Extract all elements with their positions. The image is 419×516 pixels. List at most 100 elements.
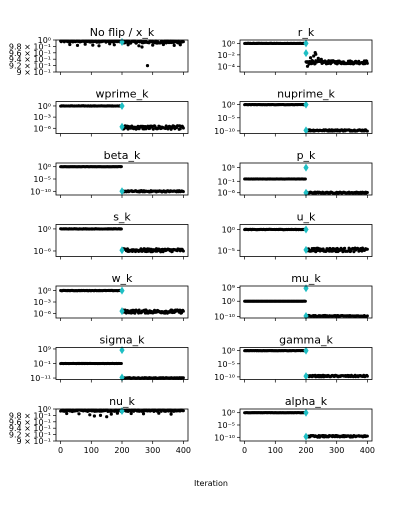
data-point-outlier [97,44,101,48]
data-point-outlier [109,412,113,416]
x-tick-label: 100 [84,446,99,455]
y-tick-label: 10⁻¹⁰ [30,187,51,196]
data-points [59,165,185,194]
data-point-phase1 [119,362,123,365]
x-tick-label: 100 [268,446,283,455]
y-tick-label: 10⁻¹⁰ [214,373,235,382]
transition-marker [303,39,309,48]
y-tick-label: 9.6 × 10⁻¹ [9,49,51,58]
x-tick-label: 0 [58,446,63,455]
transition-marker [303,163,309,172]
data-point-phase2 [181,376,185,380]
data-point-outlier [305,64,310,68]
data-point-outlier [151,43,155,47]
data-point-outlier [314,52,318,56]
data-point-phase2 [151,127,155,131]
data-point-outlier [157,411,161,415]
subplot-nuprime-k: nuprime_k 10⁰ 10⁻⁵ 10⁻¹⁰ [214,88,373,137]
y-tick-label: 10⁰ [38,225,51,234]
transition-marker [119,407,125,415]
y-tick-label: 10⁻⁵ [217,360,235,369]
data-point-outlier [319,57,323,62]
y-tick-label: 9.8 × 10⁻¹ [9,42,51,51]
transition-marker [119,246,125,255]
transition-marker [303,225,309,234]
data-point-phase2 [343,246,347,250]
transition-marker [303,432,309,441]
data-point-outlier [126,43,130,47]
y-tick-label: 10⁻³ [33,113,51,122]
data-point-phase2 [321,247,325,251]
y-tick-label: 10⁻¹ [217,177,235,186]
data-point-phase2 [365,191,369,194]
data-point-outlier [88,413,92,417]
transition-marker [303,100,309,109]
y-tick-label: 9.8 × 10⁻¹ [9,411,51,420]
transition-marker [303,408,309,417]
data-points [243,349,369,379]
subplot-title: nu_k [109,395,135,408]
data-point-outlier [65,411,69,416]
data-point-phase2 [365,314,369,318]
transition-marker [303,245,309,254]
transition-marker [303,126,309,135]
data-point-outlier [108,42,112,46]
transition-marker [119,122,125,131]
y-tick-label: 10⁻¹⁰ [214,433,235,442]
y-tick-label: 10⁻⁶ [33,124,51,133]
transition-marker [119,101,125,110]
y-tick-label: 10⁻⁴ [217,62,235,71]
transition-marker [303,284,309,293]
data-point-outlier [105,415,109,419]
y-tick-label: 10⁻¹⁰ [214,127,235,136]
data-point-outlier [75,43,80,48]
subplot-title: s_k [113,211,131,224]
data-point-outlier [92,414,96,418]
y-tick-label: 10⁻⁵ [217,421,235,430]
data-point-phase2 [181,409,185,413]
data-point-phase2 [365,434,369,438]
data-point-phase1 [303,177,307,181]
transition-marker [303,372,309,381]
y-tick-label: 10⁰ [38,287,51,296]
data-point-outlier [112,43,116,47]
transition-marker [119,38,125,46]
subplot-title: u_k [297,211,316,224]
transition-marker [119,373,125,382]
data-points [243,411,369,439]
y-tick-label: 9.2 × 10⁻¹ [9,431,51,440]
data-points [59,227,185,254]
y-tick-label: 10⁹ [38,345,51,354]
y-tick-label: 10⁻⁶ [33,247,51,256]
data-point-outlier [140,45,144,49]
transition-marker [119,286,125,295]
subplot-u-k: u_k 10⁰ 10⁻⁵ [217,211,373,260]
y-tick-label: 10⁰ [38,102,51,111]
y-tick-label: 10⁻³ [33,298,51,307]
y-tick-label: 9.6 × 10⁻¹ [9,418,51,427]
data-point-phase1 [119,227,123,231]
y-tick-label: 10⁹ [222,284,235,293]
subplot-title: sigma_k [99,334,145,347]
y-tick-label: 10⁰ [38,163,51,172]
data-point-phase2 [181,126,185,130]
subplot-title: beta_k [104,149,141,162]
x-tick-label: 400 [360,446,375,455]
y-tick-label: 10⁰ [222,225,235,234]
data-point-outlier [310,59,314,63]
data-points [243,103,369,133]
data-points [59,288,185,315]
data-points [243,299,369,319]
x-tick-label: 300 [145,446,160,455]
y-tick-label: 10⁰ [38,36,51,45]
data-points [243,177,369,195]
data-point-phase2 [365,247,369,251]
data-point-phase2 [181,40,185,44]
y-tick-label: 9.4 × 10⁻¹ [9,55,51,64]
subplot-title: p_k [297,149,316,162]
y-tick-label: 10⁰ [222,409,235,418]
y-tick-label: 10⁻¹⁰ [214,312,235,321]
